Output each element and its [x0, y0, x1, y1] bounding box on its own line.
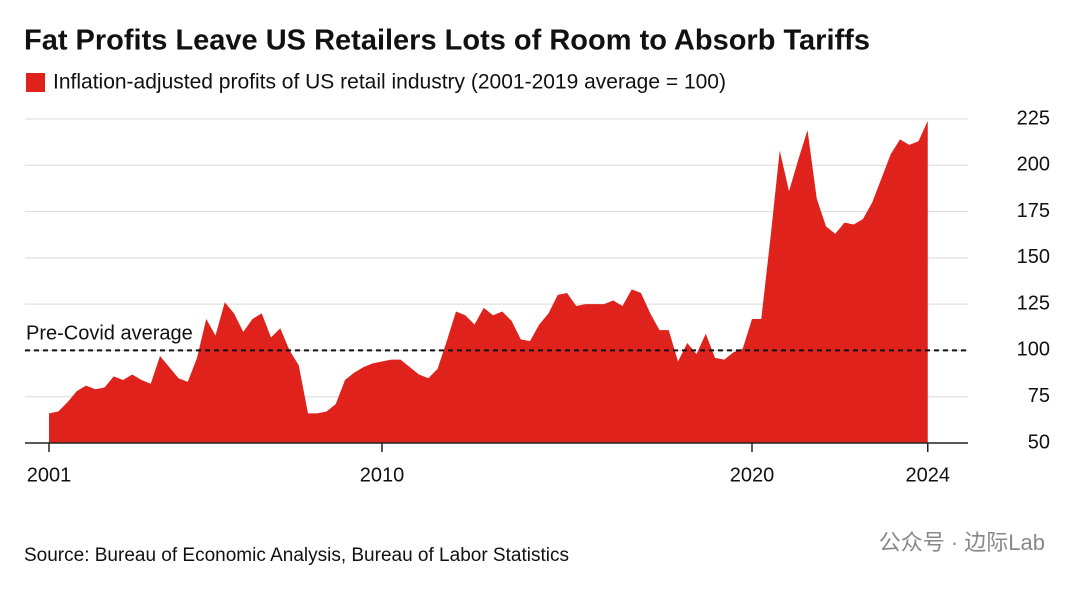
chart-title: Fat Profits Leave US Retailers Lots of R… [24, 25, 870, 57]
source: Source: Bureau of Economic Analysis, Bur… [24, 545, 569, 566]
y-tick-label: 50 [1028, 431, 1050, 453]
x-tick-label: 2001 [27, 464, 72, 486]
legend-label: Inflation-adjusted profits of US retail … [53, 71, 726, 94]
y-tick-label: 125 [1017, 292, 1050, 314]
x-tick-label: 2024 [906, 464, 951, 486]
y-tick-label: 150 [1017, 246, 1050, 268]
x-tick-label: 2010 [360, 464, 405, 486]
y-tick-label: 175 [1017, 200, 1050, 222]
area [49, 120, 928, 443]
watermark: 公众号 · 边际Lab [879, 530, 1045, 555]
x-tick-label: 2020 [730, 464, 775, 486]
y-tick-label: 200 [1017, 154, 1050, 176]
reference-label: Pre-Covid average [26, 323, 193, 345]
y-tick-label: 100 [1017, 339, 1050, 361]
legend-swatch [26, 73, 45, 92]
y-tick-label: 225 [1017, 107, 1050, 129]
y-tick-label: 75 [1028, 385, 1050, 407]
